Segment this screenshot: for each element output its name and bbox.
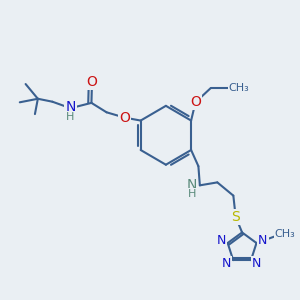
Text: H: H bbox=[188, 189, 196, 199]
Text: H: H bbox=[66, 112, 75, 122]
Text: N: N bbox=[222, 256, 232, 270]
Text: N: N bbox=[258, 234, 268, 247]
Text: N: N bbox=[251, 256, 261, 270]
Text: CH₃: CH₃ bbox=[229, 83, 250, 93]
Text: N: N bbox=[65, 100, 76, 114]
Text: S: S bbox=[231, 210, 240, 224]
Text: N: N bbox=[217, 234, 226, 247]
Text: O: O bbox=[87, 75, 98, 89]
Text: O: O bbox=[190, 95, 201, 109]
Text: CH₃: CH₃ bbox=[275, 230, 296, 239]
Text: N: N bbox=[187, 178, 197, 192]
Text: O: O bbox=[119, 111, 130, 124]
